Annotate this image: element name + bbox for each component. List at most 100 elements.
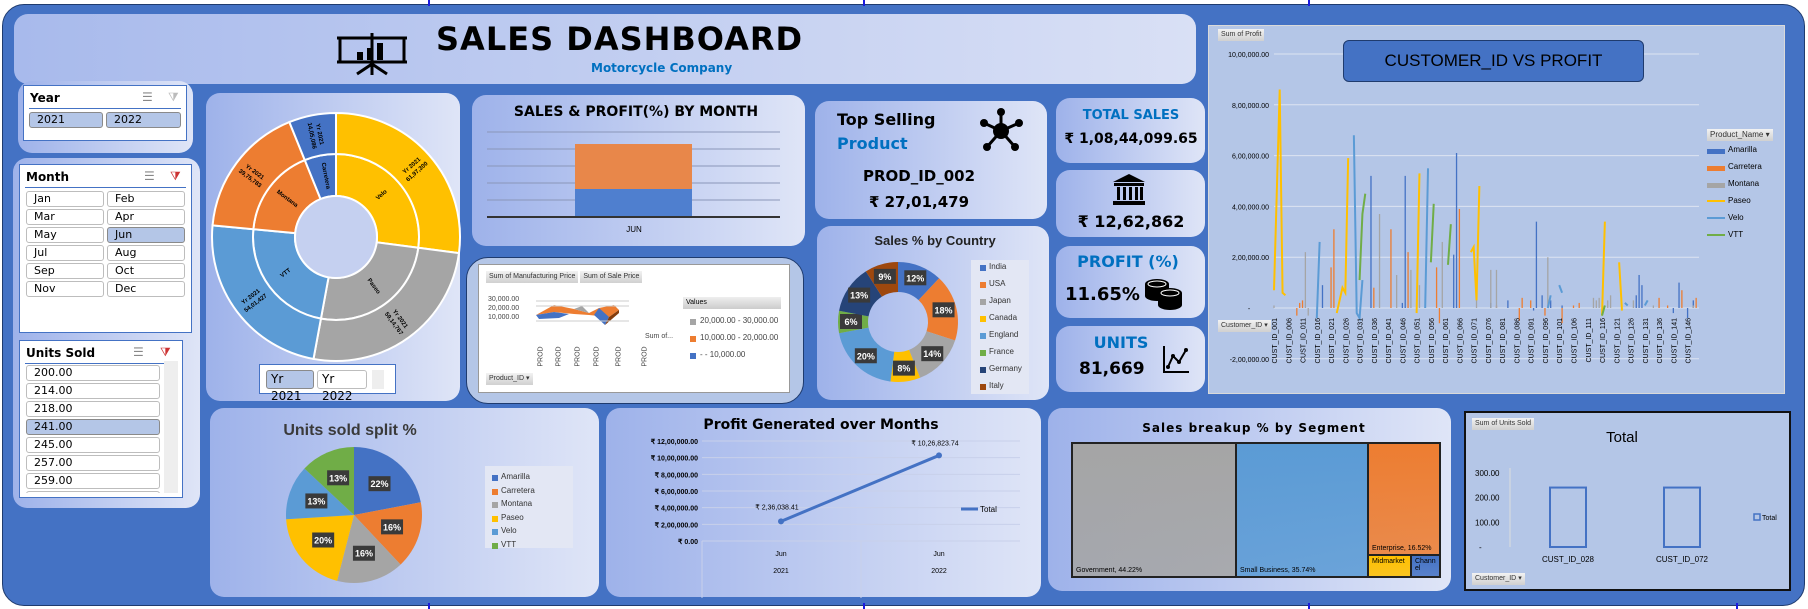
month-option-jun[interactable]: Jun <box>107 227 185 243</box>
month-option-sep[interactable]: Sep <box>26 263 104 279</box>
legend-swatch <box>1707 217 1725 219</box>
chart-title: Profit Generated over Months <box>703 417 939 433</box>
month-option-jan[interactable]: Jan <box>26 191 104 207</box>
x-tick: CUST_ID_072 <box>1656 555 1709 564</box>
header-banner: SALES DASHBOARD Motorcycle Company <box>14 14 1196 84</box>
month-option-feb[interactable]: Feb <box>107 191 185 207</box>
data-label-box <box>854 348 877 364</box>
dashboard-title: SALES DASHBOARD <box>436 20 804 58</box>
line-velo <box>1643 299 1649 306</box>
x-tick: PROD <box>555 346 563 367</box>
x-tick: PROD <box>574 346 582 367</box>
filter-label: Product_Name <box>1710 130 1764 139</box>
yr-2022-button[interactable]: Yr 2022 <box>317 370 367 403</box>
chart-title: Units sold split % <box>283 422 417 439</box>
units-option[interactable]: 200.00 <box>26 365 160 381</box>
legend-box <box>485 466 573 548</box>
segment-midmarket: Midmarket <box>1368 555 1411 577</box>
month-option-oct[interactable]: Oct <box>107 263 185 279</box>
field-button-sale-price[interactable]: Sum of Sale Price <box>580 271 643 283</box>
profit-months-card: Profit Generated over Months ₹ 0.00 ₹ 2,0… <box>606 408 1041 598</box>
x-tick: CUST_ID_086 <box>1514 318 1521 364</box>
units-option[interactable]: 245.00 <box>26 437 160 453</box>
legend-swatch <box>980 350 986 356</box>
month-option-jul[interactable]: Jul <box>26 245 104 261</box>
month-option-nov[interactable]: Nov <box>26 281 104 297</box>
top-product-value: ₹ 27,01,479 <box>868 193 970 211</box>
y-tick: 4,00,000.00 <box>1232 204 1269 211</box>
line-velo <box>1352 135 1364 322</box>
y-tick: 10,000.00 <box>488 314 520 321</box>
year-2022-button[interactable]: 2022 <box>106 112 181 128</box>
y-tick: - <box>1248 306 1251 313</box>
scrollbar[interactable] <box>372 370 384 389</box>
legend-swatch <box>980 384 986 390</box>
total-sales-card: TOTAL SALES ₹ 1,08,44,099.65 <box>1056 98 1205 163</box>
multi-select-icon[interactable]: ☰ <box>142 90 153 104</box>
y-tick: ₹ 6,00,000.00 <box>655 488 698 496</box>
column-marker <box>428 603 430 609</box>
month-option-apr[interactable]: Apr <box>107 209 185 225</box>
multi-select-icon[interactable]: ☰ <box>133 345 144 359</box>
legend-swatch <box>690 353 696 359</box>
clear-filter-icon[interactable]: ⧩ <box>170 169 181 183</box>
kpi-title: UNITS <box>1093 333 1149 352</box>
legend-swatch <box>690 336 696 342</box>
scrollbar[interactable] <box>164 361 178 493</box>
clear-filter-icon[interactable]: ⧩ <box>160 345 171 359</box>
category-label: JUN <box>626 225 642 234</box>
month-option-may[interactable]: May <box>26 227 104 243</box>
depth-axis-label: Sum of... <box>645 333 674 340</box>
units-option[interactable]: 241.00 <box>26 419 160 435</box>
units-option[interactable]: 259.00 <box>26 473 160 489</box>
chart-title: Sales breakup % by Segment <box>1142 421 1366 435</box>
sunburst-center <box>294 195 378 279</box>
legend-swatch <box>492 488 498 495</box>
clear-filter-icon[interactable]: ⧩ <box>168 90 179 104</box>
field-button-manufacturing-price[interactable]: Sum of Manufacturing Price <box>486 271 579 283</box>
sum-of-units-sold-button[interactable]: Sum of Units Sold <box>1472 418 1535 430</box>
line-vtt <box>1429 203 1435 263</box>
data-label: 13% <box>850 291 868 301</box>
legend-item-amarilla: Amarilla <box>501 472 530 481</box>
units-option[interactable]: 218.00 <box>26 401 160 417</box>
dropdown-arrow-icon: ▾ <box>1765 130 1770 139</box>
column-marker <box>428 0 430 6</box>
slicer-title: Units Sold <box>26 346 96 360</box>
month-option-mar[interactable]: Mar <box>26 209 104 225</box>
units-option[interactable]: 214.00 <box>26 383 160 399</box>
yr-2021-button[interactable]: Yr 2021 <box>266 370 314 403</box>
units-option[interactable]: 257.00 <box>26 455 160 471</box>
sum-of-profit-button[interactable]: Sum of Profit <box>1218 29 1265 41</box>
customer-id-filter-button[interactable]: Customer_ID ▾ <box>1472 573 1525 585</box>
legend-swatch <box>1707 149 1725 154</box>
bar-cust_id_028 <box>1549 486 1587 549</box>
multi-select-icon[interactable]: ☰ <box>144 169 155 183</box>
chart-title: Total <box>1606 429 1638 446</box>
line-paseo <box>1415 173 1421 314</box>
product-name-filter-button[interactable]: Product_Name ▾ <box>1707 129 1773 141</box>
data-label: 13% <box>307 496 325 506</box>
legend-item-paseo: Paseo <box>501 512 524 522</box>
field-buttons: Sum of Manufacturing Price Sum of Sale P… <box>486 271 643 283</box>
divider <box>25 363 177 364</box>
x-tick: CUST_ID_021 <box>1329 318 1336 364</box>
sunburst-outer-carretera <box>288 111 337 162</box>
legend-swatch <box>492 502 498 509</box>
year-2021-button[interactable]: 2021 <box>29 112 103 128</box>
units-option[interactable]: 260.00 <box>26 491 160 493</box>
profit-bar-segment <box>575 144 692 189</box>
x-tick: CUST_ID_006 <box>1286 318 1293 364</box>
legend-label: Total <box>1762 515 1777 522</box>
month-option-dec[interactable]: Dec <box>107 281 185 297</box>
product-id-filter-button[interactable]: Product_ID ▾ <box>486 373 533 385</box>
dropdown-arrow-icon: ▾ <box>1518 575 1522 582</box>
data-label-box <box>327 470 350 486</box>
data-label: 18% <box>935 305 953 315</box>
customer-id-filter-button[interactable]: Customer_ID ▾ <box>1218 320 1271 332</box>
month-option-aug[interactable]: Aug <box>107 245 185 261</box>
y-tick: - <box>1479 543 1482 552</box>
x-tick: CUST_ID_061 <box>1443 318 1450 364</box>
data-label-box <box>381 519 404 535</box>
legend-item-velo: Velo <box>1728 213 1744 222</box>
